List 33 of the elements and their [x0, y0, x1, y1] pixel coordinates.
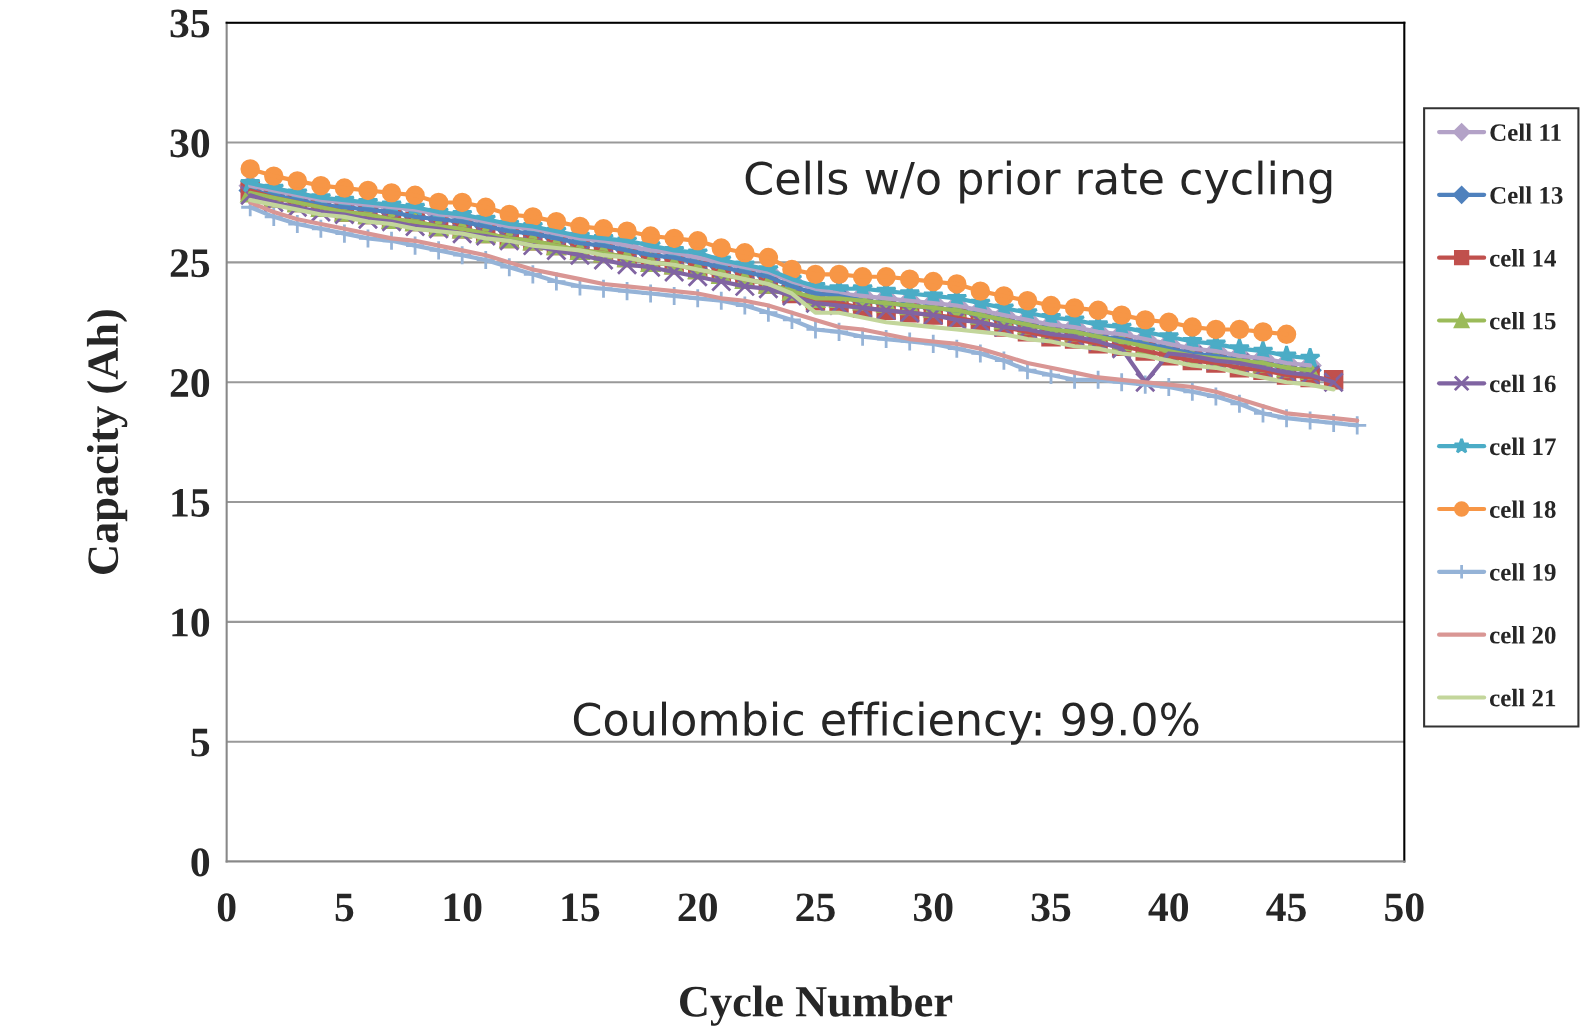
legend-label: cell 15 [1489, 311, 1556, 330]
y-tick-label: 15 [172, 488, 210, 517]
x-tick-label: 20 [678, 893, 717, 922]
x-tick-label: 10 [444, 893, 482, 922]
legend-label: cell 21 [1489, 688, 1556, 707]
y-tick-label: 10 [172, 608, 210, 637]
legend-label: Cell 11 [1490, 123, 1561, 142]
annotation: Cells w/o prior rate cycling [745, 160, 1332, 204]
legend-label: Cell 13 [1490, 186, 1563, 204]
legend-label: cell 18 [1489, 500, 1556, 518]
annotation: Coulombic efficiency: 99.0% [573, 701, 1199, 745]
legend-label: cell 17 [1489, 437, 1556, 456]
y-tick-label: 35 [170, 9, 210, 38]
x-axis-title: Cycle Number [680, 985, 953, 1026]
x-tick-label: 30 [913, 893, 953, 922]
x-tick-label: 5 [335, 893, 354, 922]
x-tick-label: 40 [1148, 893, 1189, 922]
x-tick-label: 35 [1031, 893, 1071, 922]
legend-label: cell 16 [1489, 374, 1556, 393]
x-tick-label: 45 [1266, 893, 1306, 922]
x-tick-label: 50 [1385, 893, 1424, 922]
legend-label: cell 14 [1489, 249, 1556, 267]
y-tick-label: 30 [170, 129, 210, 158]
y-tick-label: 5 [191, 728, 210, 757]
legend-label: cell 20 [1489, 626, 1556, 644]
y-tick-label: 20 [170, 368, 210, 398]
x-tick-label: 15 [562, 893, 600, 922]
x-tick-label: 0 [217, 893, 236, 922]
y-axis-title: Capacity (Ah) [86, 310, 128, 574]
x-tick-label: 25 [796, 893, 835, 922]
y-tick-label: 0 [191, 848, 210, 877]
y-tick-label: 25 [170, 249, 210, 278]
legend-label: cell 19 [1489, 563, 1556, 581]
